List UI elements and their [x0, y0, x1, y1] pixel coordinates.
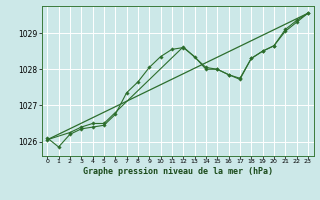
X-axis label: Graphe pression niveau de la mer (hPa): Graphe pression niveau de la mer (hPa) [83, 167, 273, 176]
